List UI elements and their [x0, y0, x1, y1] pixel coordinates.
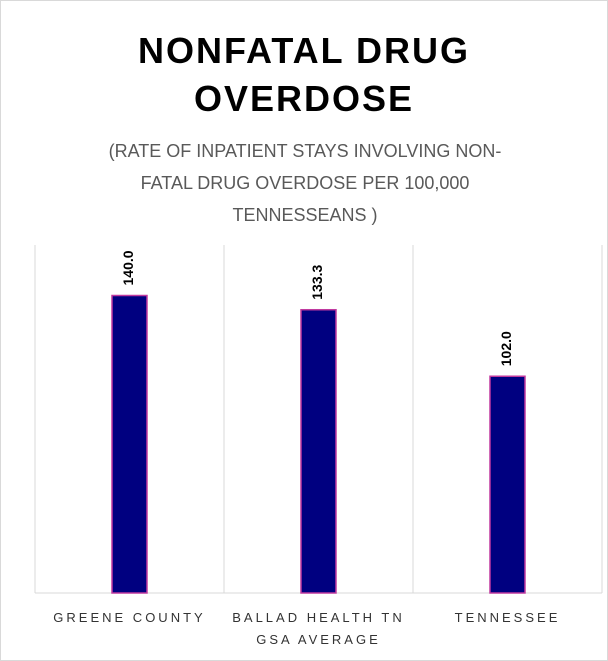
chart-subtitle: (RATE OF INPATIENT STAYS INVOLVING NON-F…: [108, 141, 502, 225]
value-label: 140.0: [120, 250, 136, 285]
chart-title: NONFATAL DRUG OVERDOSE: [138, 30, 470, 119]
value-label: 102.0: [498, 331, 514, 366]
value-label: 133.3: [309, 264, 325, 299]
x-tick-label: GREENE COUNTY: [53, 610, 206, 625]
bar: [489, 375, 526, 594]
x-tick-label: BALLAD HEALTH TN GSA AVERAGE: [232, 610, 405, 647]
x-tick-label: TENNESSEE: [454, 610, 561, 625]
bar: [111, 294, 148, 594]
bar: [300, 308, 337, 594]
